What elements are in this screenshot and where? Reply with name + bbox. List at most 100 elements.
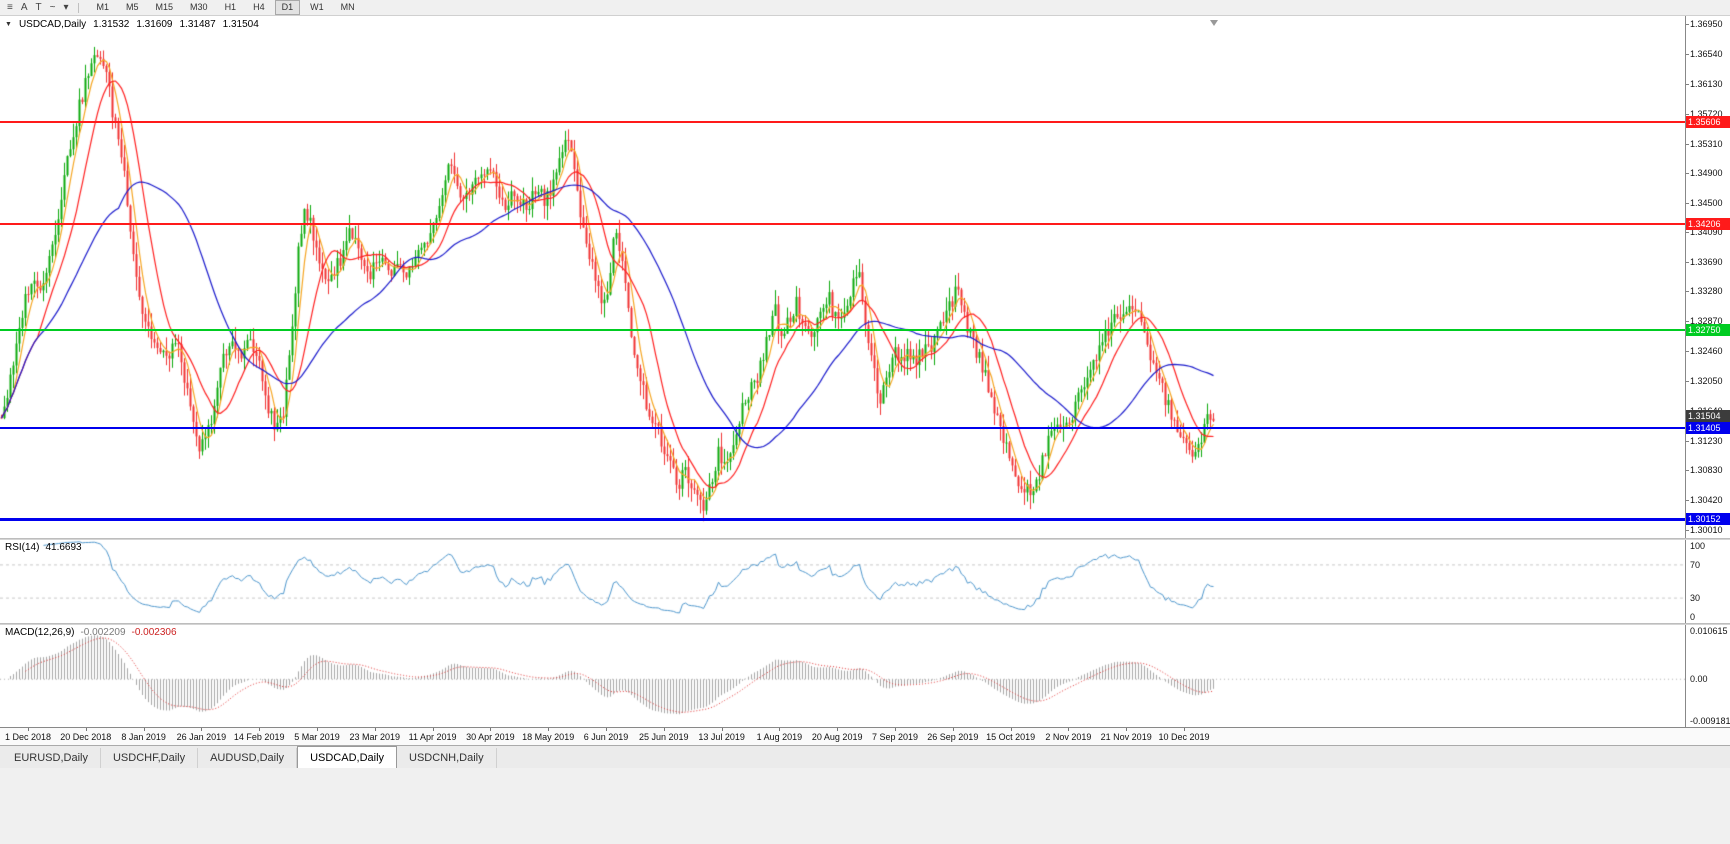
macd-axis-label: 0.00	[1690, 674, 1708, 685]
tab-usdcad[interactable]: USDCAD,Daily	[297, 746, 398, 768]
date-tick	[952, 728, 954, 731]
macd-axis[interactable]: 0.010615 0.00 -0.009181	[1685, 625, 1730, 727]
date-tick	[1010, 728, 1012, 731]
axis-tick	[1686, 351, 1689, 353]
axis-tick	[1686, 321, 1689, 323]
axis-tick	[1686, 499, 1689, 501]
date-axis-label: 30 Apr 2019	[466, 732, 515, 742]
price-badge-resistance-lower: 1.34206	[1686, 217, 1730, 230]
level-line-support-upper[interactable]	[0, 427, 1685, 429]
current-price-badge: 1.31504	[1686, 410, 1730, 422]
date-axis-label: 7 Sep 2019	[871, 732, 919, 742]
timeframe-m15-button[interactable]: M15	[155, 2, 174, 12]
date-tick	[490, 728, 492, 731]
cursor-icon[interactable]: A	[20, 1, 28, 13]
indicators-icon[interactable]: ~	[49, 1, 56, 13]
date-axis-label: 26 Jan 2019	[176, 732, 227, 742]
rsi-axis-label: 70	[1690, 560, 1701, 570]
price-axis-label: 1.30010	[1690, 524, 1723, 535]
collapse-icon[interactable]: ▼	[5, 21, 12, 28]
tab-audusd[interactable]: AUDUSD,Daily	[198, 748, 298, 768]
axis-tick	[1686, 440, 1689, 442]
price-chart-panel: ▼ USDCAD,Daily 1.31532 1.31609 1.31487 1…	[0, 16, 1730, 538]
top-toolbar: ≡ A T ~ ▾ M1 M5 M15 M30 H1 H4 D1 W1 MN	[0, 0, 1730, 16]
date-tick	[28, 728, 29, 731]
date-axis[interactable]: 1 Dec 2018 20 Dec 2018 8 Jan 2019 26 Jan 20…	[0, 727, 1730, 745]
date-tick	[143, 728, 145, 731]
timeframe-toolbar: M1 M5 M15 M30 H1 H4 D1 W1 MN	[90, 0, 362, 15]
date-axis-label: 1 Dec 2018	[4, 732, 52, 742]
axis-tick	[1686, 173, 1689, 175]
date-axis-label: 20 Aug 2019	[811, 732, 863, 742]
rsi-canvas[interactable]	[0, 540, 1685, 623]
date-tick	[606, 728, 607, 731]
date-axis-label: 14 Feb 2019	[233, 732, 285, 742]
price-axis-label: 1.35310	[1690, 138, 1723, 149]
level-line-pivot-green[interactable]	[0, 329, 1685, 332]
timeframe-d1-button[interactable]: D1	[274, 0, 301, 15]
date-tick	[895, 728, 896, 731]
macd-canvas[interactable]	[0, 625, 1685, 727]
chart-shift-marker-icon[interactable]	[1210, 20, 1218, 26]
level-line-resistance-upper[interactable]	[0, 121, 1685, 124]
date-tick	[663, 728, 665, 731]
axis-tick	[1686, 113, 1689, 115]
level-line-resistance-lower[interactable]	[0, 222, 1685, 225]
price-axis-label: 1.33280	[1690, 286, 1723, 297]
axis-tick	[1686, 381, 1689, 383]
price-badge-support-lower: 1.30152	[1686, 513, 1730, 526]
date-tick	[1184, 728, 1185, 731]
price-badge-pivot-green: 1.32750	[1686, 324, 1730, 337]
panel-splitter[interactable]	[0, 623, 1730, 625]
price-axis-label: 1.33690	[1690, 256, 1723, 267]
timeframe-w1-button[interactable]: W1	[310, 2, 324, 12]
date-tick	[374, 728, 376, 731]
timeframe-m1-button[interactable]: M1	[96, 2, 110, 12]
price-axis-label: 1.34900	[1690, 168, 1723, 179]
price-axis-label: 1.30830	[1690, 464, 1723, 475]
toolbar-icons-group: ≡ A T ~ ▾	[3, 1, 73, 15]
date-tick	[259, 728, 261, 731]
date-axis-label: 6 Jun 2019	[583, 732, 629, 742]
chart-tabbar: EURUSD,Daily USDCHF,Daily AUDUSD,Daily USDC…	[0, 745, 1730, 768]
axis-tick	[1686, 232, 1689, 234]
axis-tick	[1686, 469, 1689, 471]
level-line-support-lower[interactable]	[0, 517, 1685, 521]
timeframe-m5-button[interactable]: M5	[126, 2, 139, 12]
date-tick	[779, 728, 781, 731]
price-axis-label: 1.31230	[1690, 435, 1723, 446]
rsi-label: RSI(14) 41.6693	[5, 542, 82, 553]
charts-menu-icon[interactable]: ≡	[7, 1, 13, 13]
macd-name: MACD(12,26,9)	[5, 627, 75, 638]
timeframe-h1-button[interactable]: H1	[224, 2, 237, 12]
axis-tick	[1686, 24, 1689, 26]
date-axis-label: 10 Dec 2019	[1158, 732, 1210, 742]
date-tick	[1126, 728, 1128, 731]
chevron-down-icon[interactable]: ▾	[63, 1, 69, 13]
text-icon[interactable]: T	[35, 1, 42, 13]
date-tick	[837, 728, 839, 731]
ohlc-high-value: 1.31609	[136, 19, 173, 30]
axis-tick	[1686, 261, 1689, 263]
price-axis-label: 1.35720	[1690, 108, 1723, 119]
timeframe-h4-button[interactable]: H4	[253, 2, 265, 12]
window-background	[0, 768, 1730, 844]
date-axis-label: 11 Apr 2019	[408, 732, 457, 742]
tab-usdcnh[interactable]: USDCNH,Daily	[397, 748, 497, 768]
price-chart-canvas[interactable]	[0, 16, 1685, 538]
price-badge-resistance-upper: 1.35606	[1686, 116, 1730, 129]
ohlc-close-value: 1.31504	[222, 19, 259, 30]
price-axis[interactable]: 1.36950 1.36540 1.36130 1.35720 1.35310 1.349…	[1685, 16, 1730, 538]
date-axis-label: 1 Aug 2019	[756, 732, 803, 742]
date-axis-label: 13 Jul 2019	[698, 732, 745, 742]
tab-eurusd[interactable]: EURUSD,Daily	[2, 748, 101, 768]
panel-splitter[interactable]	[0, 538, 1730, 540]
price-axis-label: 1.36130	[1690, 78, 1723, 89]
timeframe-m30-button[interactable]: M30	[190, 2, 208, 12]
tab-usdchf[interactable]: USDCHF,Daily	[101, 748, 199, 768]
rsi-axis[interactable]: 100 70 30 0	[1685, 540, 1730, 623]
macd-signal-value: -0.002306	[131, 627, 177, 638]
chart-ohlc-header: ▼ USDCAD,Daily 1.31532 1.31609 1.31487 1…	[5, 19, 259, 30]
timeframe-mn-button[interactable]: MN	[340, 2, 355, 12]
